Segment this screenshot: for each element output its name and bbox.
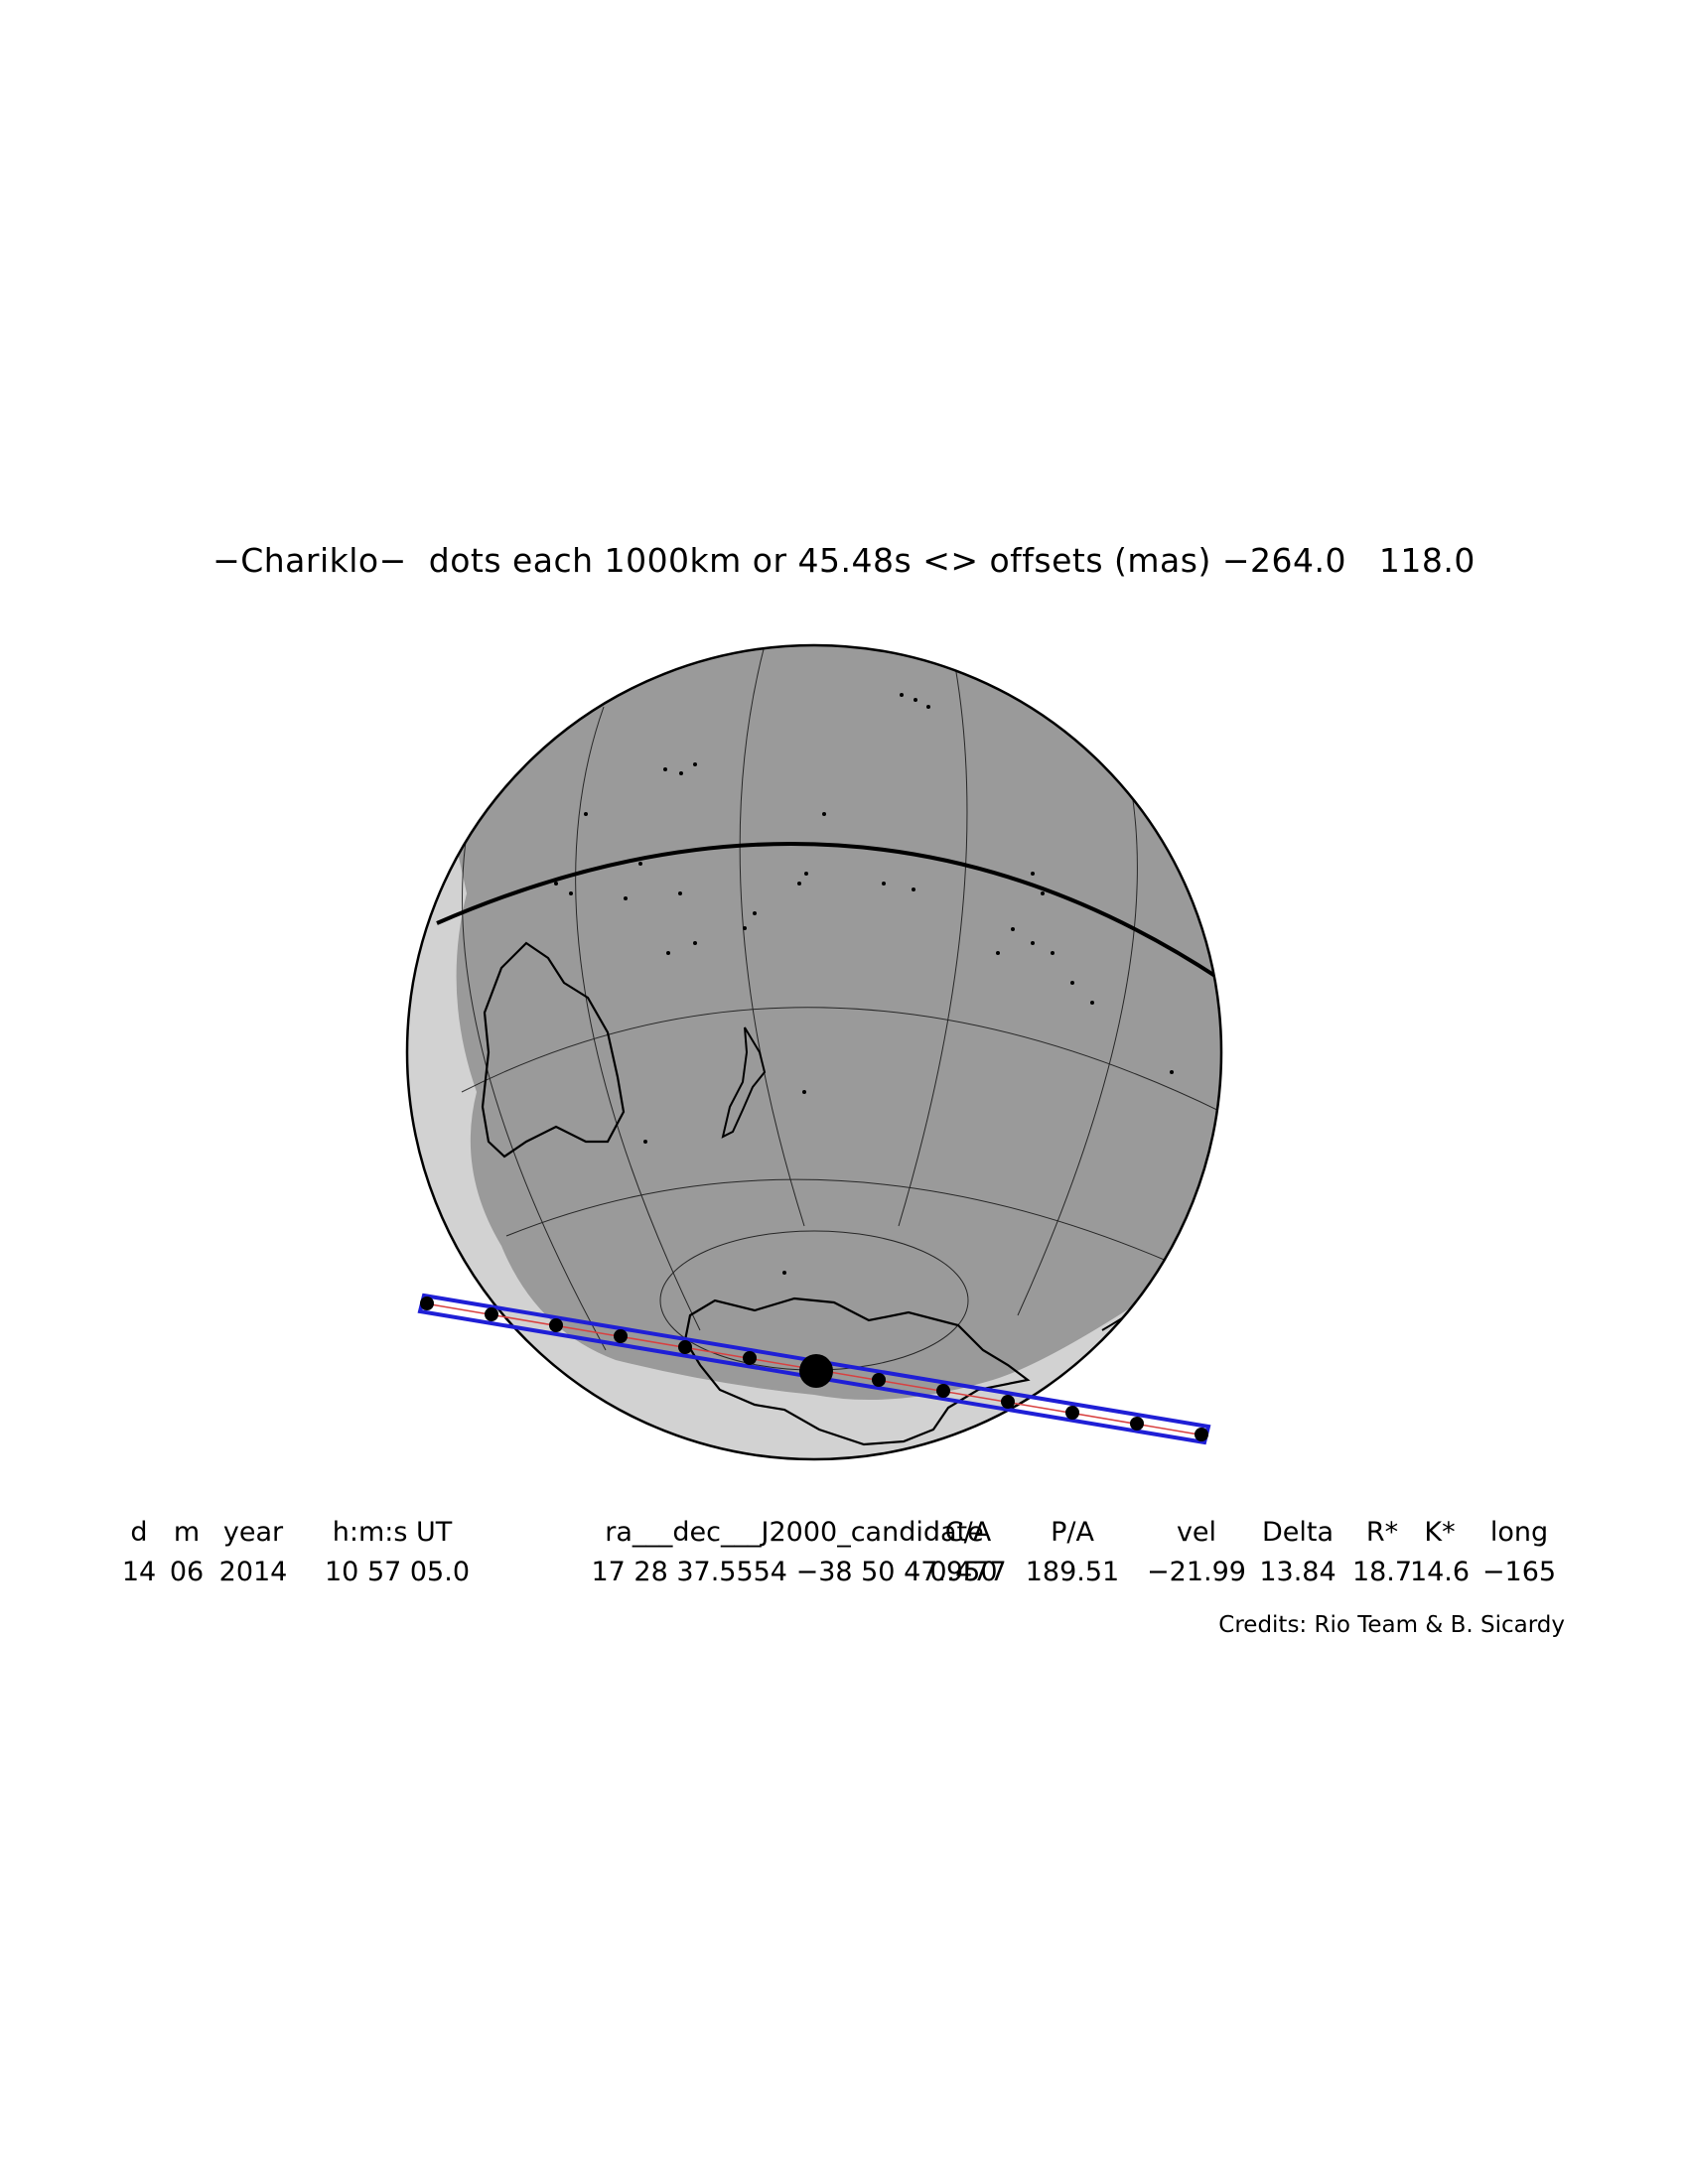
pacific-islands bbox=[554, 693, 1174, 1275]
path-dot bbox=[872, 1373, 886, 1387]
path-dot bbox=[549, 1318, 563, 1332]
path-dot bbox=[420, 1297, 434, 1310]
path-dot bbox=[1065, 1406, 1079, 1420]
table-header-row: d m year h:m:s UT ra___dec___J2000_candidate… bbox=[0, 1517, 1688, 1553]
table-header-11: long bbox=[1489, 1517, 1549, 1548]
night-side bbox=[407, 645, 1221, 1400]
path-dot bbox=[1001, 1395, 1015, 1409]
credits-text: Credits: Rio Team & B. Sicardy bbox=[1218, 1612, 1565, 1638]
path-dot bbox=[678, 1340, 692, 1354]
table-value-4: 17 28 37.5554 −38 50 47.950 bbox=[591, 1557, 998, 1587]
twilight-band-right bbox=[1206, 645, 1221, 1291]
map-title: −Chariklo− dots each 1000km or 45.48s <>… bbox=[212, 541, 1476, 580]
table-value-2: 2014 bbox=[218, 1557, 288, 1587]
table-header-1: m bbox=[173, 1517, 201, 1548]
path-dot bbox=[485, 1307, 498, 1321]
table-value-1: 06 bbox=[169, 1557, 205, 1587]
table-value-10: 14.6 bbox=[1409, 1557, 1471, 1587]
table-header-5: C/A bbox=[944, 1517, 992, 1548]
path-dot bbox=[1195, 1428, 1208, 1441]
table-header-8: Delta bbox=[1261, 1517, 1335, 1548]
table-value-11: −165 bbox=[1481, 1557, 1557, 1587]
path-dot bbox=[936, 1384, 950, 1398]
table-value-5: 0.477 bbox=[929, 1557, 1007, 1587]
table-header-4: ra___dec___J2000_candidate bbox=[605, 1517, 984, 1548]
table-header-3: h:m:s UT bbox=[332, 1517, 453, 1548]
new-zealand-coastline bbox=[721, 1026, 767, 1139]
table-value-7: −21.99 bbox=[1147, 1557, 1246, 1587]
table-header-2: year bbox=[222, 1517, 284, 1548]
table-header-0: d bbox=[130, 1517, 148, 1548]
table-header-7: vel bbox=[1176, 1517, 1217, 1548]
path-dots bbox=[420, 1297, 1208, 1441]
table-value-9: 18.7 bbox=[1351, 1557, 1413, 1587]
table-value-6: 189.51 bbox=[1025, 1557, 1120, 1587]
shadow-path bbox=[417, 1293, 1211, 1445]
table-value-8: 13.84 bbox=[1259, 1557, 1336, 1587]
table-header-6: P/A bbox=[1051, 1517, 1094, 1548]
australia-coastline bbox=[481, 941, 626, 1159]
path-dot bbox=[1130, 1417, 1144, 1431]
path-dot bbox=[614, 1329, 628, 1343]
closest-approach-dot bbox=[799, 1354, 833, 1388]
table-value-row: 14 06 2014 10 57 05.0 17 28 37.5554 −38 50 4… bbox=[0, 1557, 1688, 1592]
path-dot bbox=[743, 1351, 757, 1365]
table-header-9: R* bbox=[1365, 1517, 1399, 1548]
table-value-3: 10 57 05.0 bbox=[325, 1557, 470, 1587]
table-value-0: 14 bbox=[121, 1557, 157, 1587]
equator-line bbox=[436, 842, 1221, 1024]
globe-outline bbox=[405, 643, 1223, 1461]
table-header-10: K* bbox=[1424, 1517, 1456, 1548]
